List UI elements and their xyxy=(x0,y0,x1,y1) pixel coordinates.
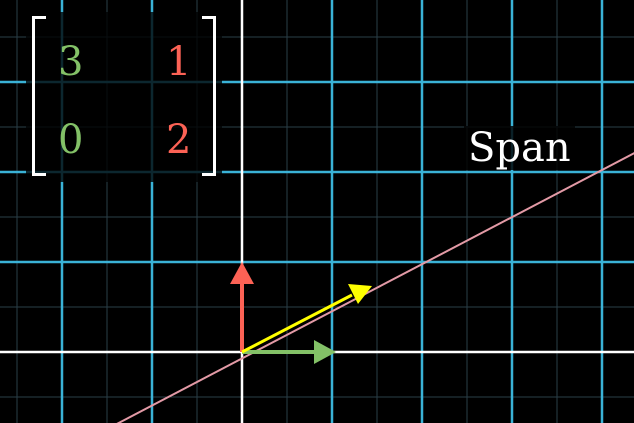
j-hat-vector xyxy=(230,262,254,352)
matrix-entry-r2c2: 2 xyxy=(166,117,192,163)
matrix-entry-r1c1: 3 xyxy=(58,39,84,85)
vectors xyxy=(230,262,372,364)
matrix: 3 1 0 2 xyxy=(26,12,222,182)
i-hat-vector xyxy=(242,340,336,364)
matrix-right-bracket xyxy=(202,16,216,176)
span-label: Span xyxy=(464,126,575,170)
span-line xyxy=(116,152,634,423)
transformed-vector xyxy=(241,284,372,354)
matrix-left-bracket xyxy=(32,16,46,176)
matrix-entry-r1c2: 1 xyxy=(166,39,192,85)
matrix-entry-r2c1: 0 xyxy=(58,117,84,163)
